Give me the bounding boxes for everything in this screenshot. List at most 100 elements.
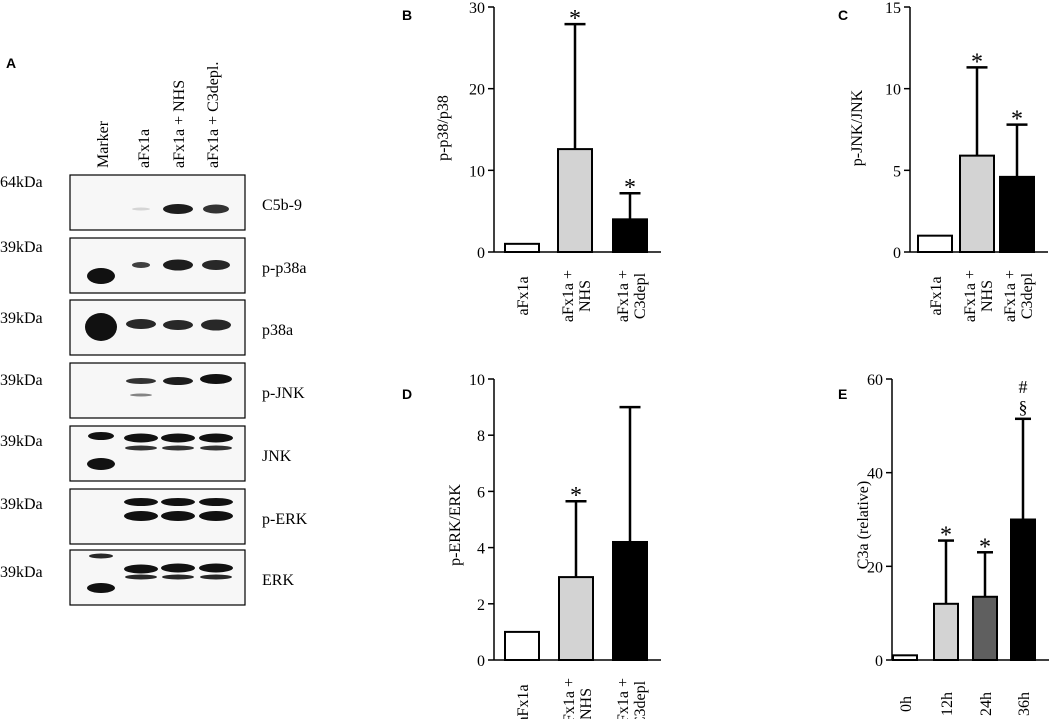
x-tick-label: 36h — [1016, 692, 1033, 716]
lane-label: aFx1a + NHS — [171, 80, 188, 168]
bar — [1010, 518, 1036, 661]
protein-band — [201, 319, 231, 331]
x-tick-label-line: 12h — [939, 692, 956, 716]
panel-letter-e: E — [838, 386, 847, 402]
marker-size-label: 39kDa — [0, 496, 43, 513]
protein-band — [89, 553, 113, 559]
y-tick-label: 40 — [867, 466, 883, 483]
protein-band — [161, 563, 195, 573]
protein-band — [125, 574, 157, 580]
x-tick-label-line: aFx1a + — [1002, 270, 1019, 322]
bar — [917, 234, 953, 254]
lane-label: Marker — [95, 120, 112, 168]
significance-mark: * — [979, 534, 991, 560]
lane-label: aFx1a + C3depl. — [205, 62, 222, 168]
protein-band — [200, 374, 232, 384]
protein-band — [163, 320, 193, 330]
blot-frame — [69, 174, 246, 231]
x-tick-label: aFx1a +NHS — [962, 270, 996, 322]
marker-size-label: 39kDa — [0, 372, 43, 389]
protein-band — [87, 268, 115, 284]
protein-band — [163, 377, 193, 385]
protein-band — [87, 583, 115, 593]
protein-band — [163, 259, 193, 271]
blot-row: JNK 39kDa — [0, 425, 292, 482]
x-tick-label: 24h — [978, 692, 995, 716]
y-axis-label: C3a (relative) — [855, 481, 872, 569]
chart-panel-e: E C3a (relative) 0 20 40 60 0h * 12h * 24h §#36h — [838, 372, 1049, 716]
bar — [999, 175, 1035, 253]
blot-row: p-ERK 39kDa — [0, 488, 308, 545]
protein-band — [199, 433, 233, 443]
panel-letter-d: D — [402, 386, 412, 402]
y-tick-label: 10 — [885, 82, 901, 99]
blot-row: ERK 39kDa — [0, 549, 294, 606]
protein-band — [88, 432, 114, 440]
protein-band — [124, 498, 158, 506]
x-tick-label: aFx1a — [928, 276, 945, 315]
bar — [558, 576, 594, 661]
y-tick-label: 0 — [477, 653, 485, 670]
y-axis-label: p-p38/p38 — [435, 95, 452, 161]
protein-label: p-JNK — [262, 385, 305, 402]
blot-row: p38a 39kDa — [0, 299, 293, 356]
protein-band — [85, 313, 117, 341]
y-axis-label: p-JNK/JNK — [849, 89, 866, 166]
protein-label: p-p38a — [262, 260, 306, 277]
protein-band — [124, 511, 158, 521]
y-tick-label: 20 — [469, 82, 485, 99]
y-tick-label: 5 — [893, 163, 901, 180]
significance-mark: * — [1011, 107, 1023, 133]
x-tick-label: aFx1a +C3depl — [1002, 270, 1036, 322]
y-tick-label: 60 — [867, 372, 883, 389]
y-tick-label: 6 — [477, 484, 485, 501]
bar — [504, 630, 540, 662]
significance-mark: * — [971, 49, 983, 75]
blot-row: p-JNK 39kDa — [0, 362, 305, 419]
bar — [612, 218, 648, 253]
protein-band — [199, 563, 233, 573]
x-tick-label-line: 24h — [978, 692, 995, 716]
blot-row: p-p38a 39kDa — [0, 237, 306, 294]
protein-band — [202, 260, 230, 270]
marker-size-label: 39kDa — [0, 310, 43, 327]
protein-band — [162, 445, 194, 451]
x-tick-label-line: aFx1a — [515, 684, 532, 719]
marker-size-label: 39kDa — [0, 433, 43, 450]
bar — [557, 148, 593, 254]
significance-mark: * — [624, 175, 636, 201]
bar — [933, 602, 959, 661]
protein-band — [163, 204, 193, 214]
x-tick-label: aFx1a +C3depl — [615, 678, 649, 719]
y-tick-label: 10 — [469, 372, 485, 389]
bar — [504, 242, 540, 253]
x-tick-label: aFx1a — [515, 276, 532, 315]
x-tick-label: aFx1a +NHS — [560, 270, 594, 322]
x-tick-label-line: aFx1a — [515, 276, 532, 315]
y-tick-label: 10 — [469, 163, 485, 180]
lane-label: aFx1a — [136, 129, 153, 168]
protein-band — [199, 498, 233, 506]
protein-band — [203, 204, 229, 214]
y-tick-label: 0 — [477, 245, 485, 262]
protein-label: ERK — [262, 572, 294, 589]
western-blot-panel: A Marker aFx1a aFx1a + NHS aFx1a + C3dep… — [0, 55, 308, 606]
x-tick-label-line: aFx1a + — [962, 270, 979, 322]
protein-band — [161, 511, 195, 521]
x-tick-label-line: NHS — [979, 280, 996, 312]
protein-band — [124, 564, 158, 574]
x-tick-label-line: aFx1a — [928, 276, 945, 315]
significance-mark: # — [1019, 377, 1028, 397]
x-tick-label-line: C3depl — [632, 680, 649, 719]
significance-mark: § — [1019, 397, 1028, 417]
y-tick-label: 15 — [885, 0, 901, 17]
protein-band — [130, 393, 152, 397]
bar — [892, 654, 918, 661]
bar — [612, 540, 648, 661]
y-tick-label: 30 — [469, 0, 485, 17]
protein-band — [161, 433, 195, 443]
protein-band — [200, 574, 232, 580]
protein-label: p-ERK — [262, 511, 308, 528]
